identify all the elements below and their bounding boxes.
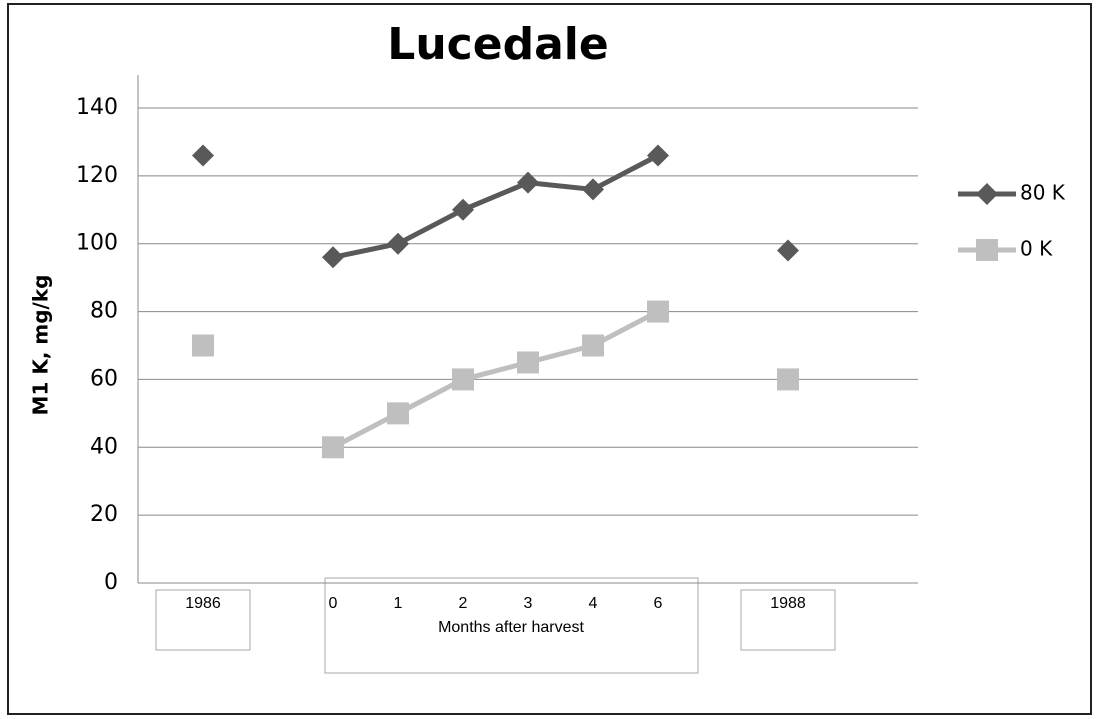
legend-label: 80 K (1020, 181, 1066, 205)
data-point (192, 334, 214, 357)
data-point (387, 232, 409, 255)
data-point (322, 246, 344, 269)
data-point (192, 144, 214, 167)
x-tick-label: 6 (654, 595, 663, 612)
y-tick-label: 0 (104, 570, 118, 595)
chart-title: Lucedale (387, 19, 608, 70)
data-point (322, 436, 344, 459)
label-box (324, 577, 699, 674)
data-point (582, 178, 604, 201)
data-point (517, 351, 539, 374)
data-point (777, 239, 799, 262)
label-box (155, 589, 251, 651)
legend-marker (976, 239, 998, 261)
y-tick-label: 120 (76, 163, 118, 188)
y-tick-label: 80 (90, 299, 118, 324)
x-annotation: Months after harvest (438, 619, 584, 636)
x-tick-label: 0 (329, 595, 338, 612)
label-box (740, 589, 836, 651)
legend-marker (976, 183, 998, 205)
x-tick-label: 3 (524, 595, 533, 612)
data-point (647, 144, 669, 167)
x-tick-label: 1986 (185, 595, 221, 612)
y-axis-label: M1 K, mg/kg (29, 275, 53, 416)
data-point (452, 198, 474, 221)
legend-label: 0 K (1020, 237, 1053, 261)
x-tick-label: 1988 (770, 595, 806, 612)
data-point (777, 368, 799, 391)
y-tick-label: 40 (90, 434, 118, 459)
data-point (582, 334, 604, 357)
data-point (517, 171, 539, 194)
y-tick-label: 20 (90, 502, 118, 527)
x-tick-label: 4 (589, 595, 598, 612)
y-tick-label: 60 (90, 366, 118, 391)
data-point (647, 300, 669, 323)
x-tick-label: 1 (394, 595, 403, 612)
data-point (387, 402, 409, 425)
data-point (452, 368, 474, 391)
y-tick-label: 100 (76, 231, 118, 256)
y-tick-label: 140 (76, 95, 118, 120)
x-tick-label: 2 (459, 595, 468, 612)
